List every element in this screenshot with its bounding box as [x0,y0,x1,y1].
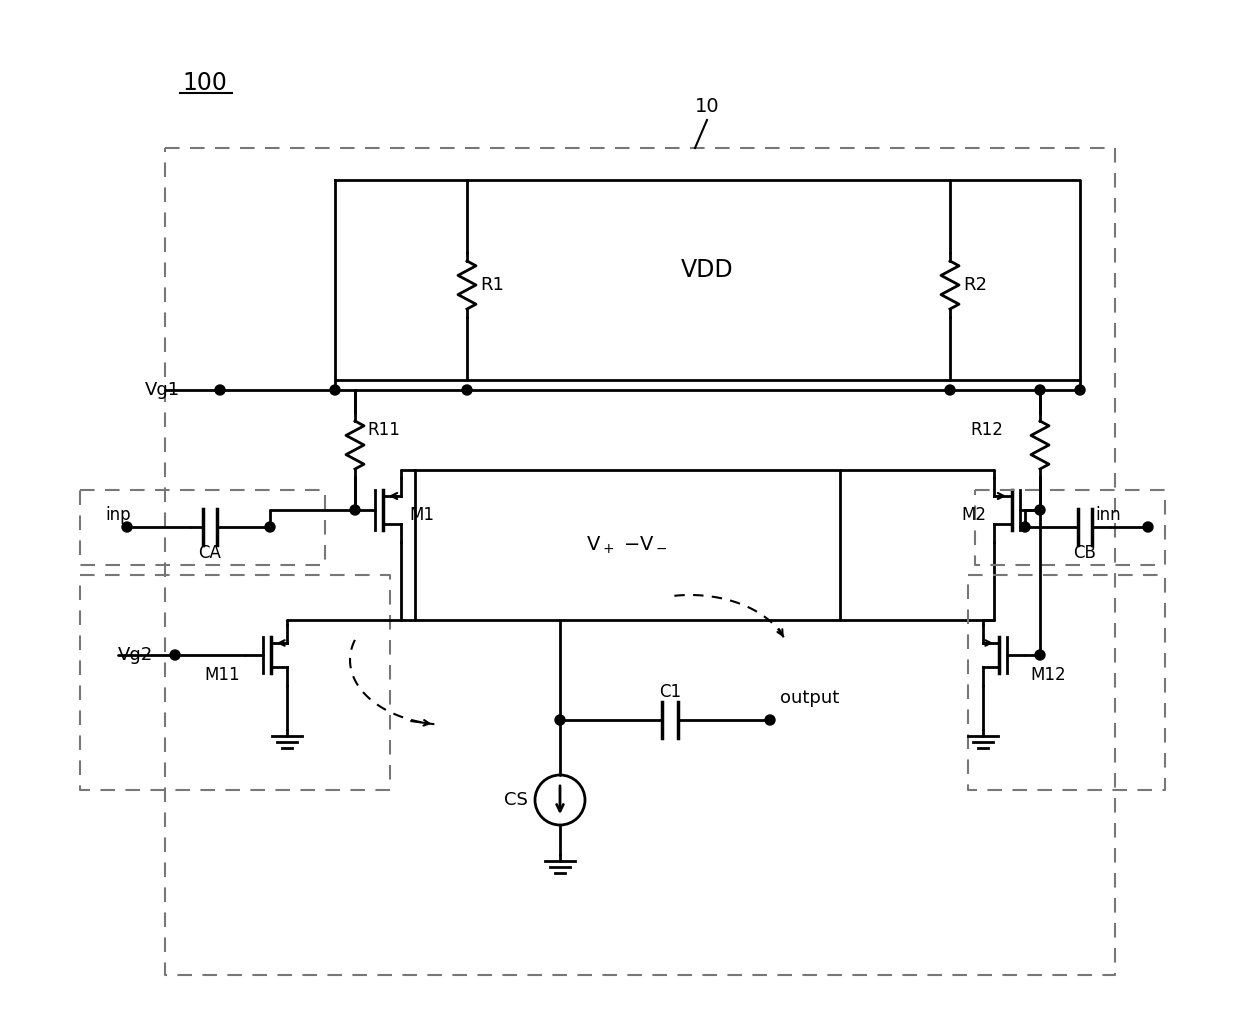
Circle shape [1143,522,1153,532]
Text: 10: 10 [694,97,719,117]
Text: M11: M11 [205,666,241,684]
Text: inn: inn [1095,506,1121,524]
Text: M1: M1 [409,506,434,524]
Text: CS: CS [505,791,528,809]
Circle shape [556,715,565,725]
Text: Vg1: Vg1 [145,381,180,399]
Circle shape [1075,385,1085,395]
Text: Vg2: Vg2 [118,646,154,664]
Circle shape [1035,650,1045,660]
Text: R11: R11 [367,421,399,439]
Circle shape [1035,385,1045,395]
Text: 100: 100 [182,71,227,95]
Text: M12: M12 [1030,666,1065,684]
Text: CB: CB [1074,544,1096,562]
Circle shape [350,505,360,515]
Circle shape [1021,522,1030,532]
Circle shape [330,385,340,395]
Text: output: output [780,689,839,707]
Text: R1: R1 [480,276,503,294]
Text: VDD: VDD [681,258,733,282]
Text: CA: CA [198,544,222,562]
Circle shape [265,522,275,532]
Text: inp: inp [105,506,130,524]
Text: R2: R2 [963,276,987,294]
Circle shape [945,385,955,395]
Text: V$_+$ $-$V$_-$: V$_+$ $-$V$_-$ [587,534,668,556]
Circle shape [1035,505,1045,515]
Circle shape [170,650,180,660]
Text: M2: M2 [961,506,986,524]
Circle shape [463,385,472,395]
Text: C1: C1 [658,683,681,701]
Circle shape [215,385,224,395]
Text: R12: R12 [970,421,1003,439]
Circle shape [765,715,775,725]
Circle shape [122,522,131,532]
